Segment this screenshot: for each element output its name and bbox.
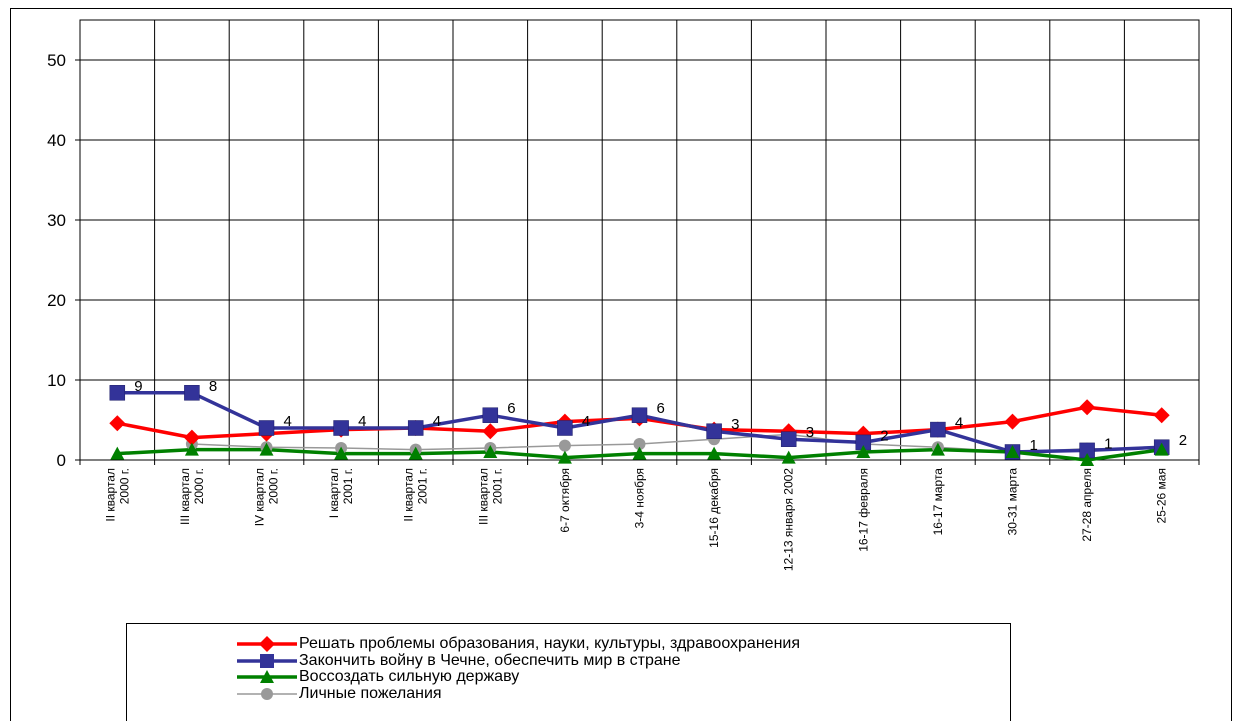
triangle-marker xyxy=(483,445,498,458)
y-tick-label: 20 xyxy=(47,291,66,310)
triangle-marker xyxy=(184,442,199,456)
x-tick-label: 3-4 ноября xyxy=(633,468,647,528)
square-marker xyxy=(258,420,275,436)
x-tick-label: 25-26 мая xyxy=(1155,468,1169,523)
data-label: 4 xyxy=(433,413,441,430)
triangle-marker xyxy=(856,445,871,458)
x-tick-labels: II квартал 2000 г. III квартал 2000 г. IV кв… xyxy=(103,468,1168,571)
diamond-marker xyxy=(1079,399,1096,416)
square-marker xyxy=(333,420,349,436)
square-marker xyxy=(407,420,424,436)
legend-label: Личные пожелания xyxy=(299,684,442,702)
x-tick-label: III квартал xyxy=(178,468,192,525)
triangle-marker xyxy=(930,442,945,456)
square-marker xyxy=(780,431,797,447)
data-label: 1 xyxy=(1030,437,1038,454)
x-tick-label: II квартал xyxy=(103,468,117,522)
x-tick-label: 12-13 января 2002 xyxy=(782,468,796,571)
data-label: 4 xyxy=(358,413,366,430)
square-marker xyxy=(631,407,648,423)
x-tick-label: 15-16 декабря xyxy=(707,468,721,548)
triangle-marker xyxy=(781,450,796,464)
x-tick-label: 27-28 апреля xyxy=(1080,468,1094,542)
x-tick-label: 2000 г. xyxy=(267,468,281,504)
legend-entry: Решать проблемы образования, науки, куль… xyxy=(237,635,800,653)
square-marker xyxy=(184,385,200,401)
axes xyxy=(75,20,1200,465)
diamond-marker xyxy=(1004,413,1021,430)
x-tick-label: I квартал xyxy=(327,468,341,518)
triangle-marker xyxy=(1005,445,1020,458)
legend-label: Воссоздать сильную державу xyxy=(299,668,520,685)
square-marker xyxy=(557,420,573,436)
diamond-marker xyxy=(109,415,126,432)
triangle-marker xyxy=(707,446,722,460)
data-label: 6 xyxy=(507,400,515,417)
data-label: 3 xyxy=(731,416,739,433)
data-label: 3 xyxy=(806,424,814,441)
circle-marker xyxy=(633,438,646,450)
plot-area xyxy=(79,19,1200,461)
data-label: 4 xyxy=(955,415,963,432)
legend-entry: Личные пожелания xyxy=(237,685,442,703)
x-tick-label: III квартал xyxy=(476,468,490,525)
x-tick-label: 16-17 февраля xyxy=(856,468,870,552)
x-tick-label: 6-7 октября xyxy=(558,468,572,533)
y-tick-label: 10 xyxy=(47,371,66,390)
x-tick-label: 2000 г. xyxy=(192,468,206,504)
x-tick-label: 2001 г. xyxy=(341,468,355,504)
square-marker xyxy=(482,407,499,423)
square-marker xyxy=(706,423,722,439)
triangle-marker xyxy=(408,446,423,460)
chart-legend: Решать проблемы образования, науки, куль… xyxy=(126,623,1011,721)
legend-entry: Воссоздать сильную державу xyxy=(237,668,519,686)
x-tick-label: 2001 г. xyxy=(490,468,504,504)
x-tick-label: 2001 г. xyxy=(416,468,430,504)
x-tick-label: IV квартал xyxy=(253,468,267,526)
data-label: 6 xyxy=(657,400,665,417)
triangle-marker xyxy=(110,446,125,460)
triangle-marker xyxy=(1154,442,1169,456)
triangle-marker xyxy=(259,442,274,456)
data-label: 9 xyxy=(134,378,142,395)
x-tick-label: 2000 г. xyxy=(117,468,131,504)
diamond-marker xyxy=(1153,407,1170,424)
y-tick-label: 50 xyxy=(47,51,66,70)
legend-symbol xyxy=(237,636,297,652)
diamond-marker xyxy=(482,423,499,440)
triangle-marker xyxy=(557,450,572,464)
data-label: 4 xyxy=(582,413,590,430)
circle-marker xyxy=(558,439,571,452)
y-tick-label: 0 xyxy=(57,451,66,470)
diamond-marker xyxy=(183,429,200,446)
square-marker xyxy=(109,385,126,401)
y-tick-label: 30 xyxy=(47,211,66,230)
triangle-marker xyxy=(1080,453,1095,466)
triangle-marker xyxy=(334,446,349,460)
chart-frame xyxy=(10,8,1232,721)
legend-symbol xyxy=(237,653,297,668)
data-label: 8 xyxy=(209,378,217,395)
data-label: 2 xyxy=(1179,432,1187,449)
triangle-marker xyxy=(632,446,647,460)
legend-label: Закончить войну в Чечне, обеспечить мир … xyxy=(299,651,681,669)
square-marker xyxy=(930,421,946,438)
legend-entry: Закончить войну в Чечне, обеспечить мир … xyxy=(237,652,681,670)
legend-symbol xyxy=(237,670,297,683)
y-tick-labels: 0 10 20 30 40 50 xyxy=(47,51,66,470)
series-markers xyxy=(109,385,1170,466)
data-label: 4 xyxy=(284,413,292,430)
y-tick-label: 40 xyxy=(47,131,66,150)
grid-lines xyxy=(79,19,1200,461)
x-tick-label: II квартал xyxy=(402,468,416,522)
legend-label: Решать проблемы образования, науки, куль… xyxy=(299,635,800,652)
x-tick-label: 30-31 марта xyxy=(1006,468,1020,536)
legend-symbol xyxy=(237,687,297,700)
x-tick-label: 16-17 марта xyxy=(931,468,945,536)
data-label: 2 xyxy=(880,427,888,444)
data-labels: 9 8 4 4 4 6 4 6 3 3 2 4 1 1 2 xyxy=(134,378,1187,454)
data-label: 1 xyxy=(1104,435,1112,452)
